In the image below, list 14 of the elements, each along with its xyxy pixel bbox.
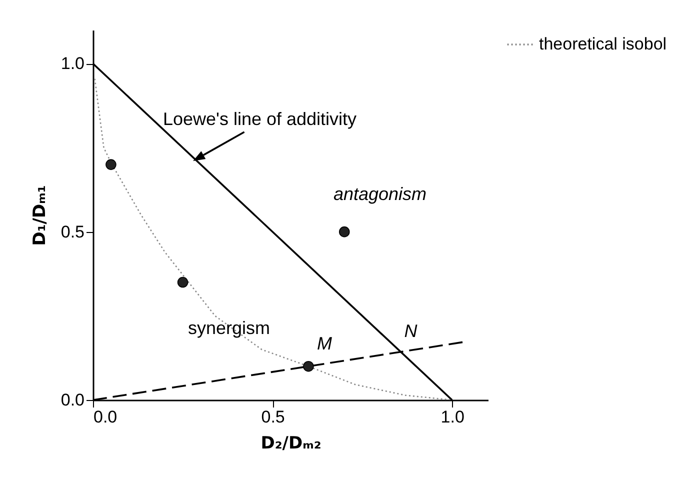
x-tick-label: 0.5 [261,408,285,426]
y-axis-title: D₁/Dₘ₁ [30,185,50,246]
y-tick-label: 1.0 [60,54,84,74]
x-axis-title: D₂/Dₘ₂ [260,434,322,454]
annotation: Loewe's line of additivity [163,109,357,129]
x-tick-label: 0.0 [94,408,118,426]
annotation: N [404,320,418,341]
y-tick-label: 0.5 [60,222,84,242]
x-tick-label: 1.0 [440,408,464,426]
y-tick-label: 0.0 [60,390,84,410]
legend-label: theoretical isobol [539,34,667,54]
annotation: M [316,333,332,354]
annotation: synergism [188,318,270,338]
annotation: antagonism [333,184,427,204]
